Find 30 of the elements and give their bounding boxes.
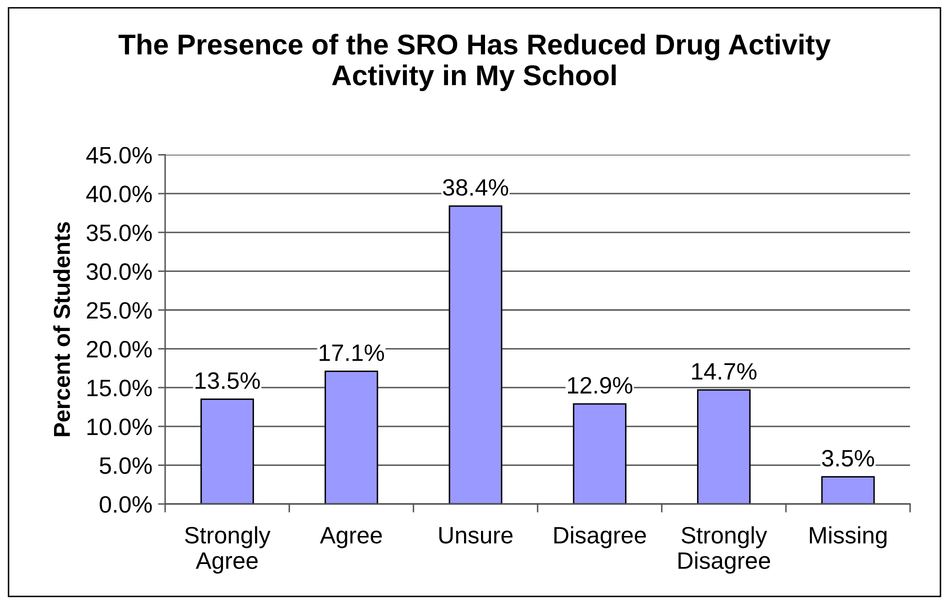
x-tick-label: Missing [810, 526, 887, 548]
y-tick-label: 0.0% [100, 496, 152, 513]
bar [821, 476, 875, 504]
y-tick-label: 25.0% [86, 302, 152, 319]
bar [572, 403, 626, 504]
data-label: 12.9% [568, 376, 632, 394]
data-label: 14.7% [692, 363, 756, 380]
y-tick-label: 45.0% [86, 146, 152, 164]
data-label: 13.5% [196, 372, 260, 390]
y-tick-label: 35.0% [86, 224, 152, 242]
chart-title: The Presence of the SRO Has Reduced Drug Activity Activity in My School [118, 34, 831, 92]
y-tick-label: 20.0% [86, 340, 152, 358]
y-tick-label: 15.0% [87, 380, 152, 396]
x-tick-label: Strongly Disagree [678, 526, 770, 574]
x-tick-label: Unsure [439, 527, 513, 544]
bar [697, 389, 751, 504]
x-tick-label: Agree [320, 527, 382, 548]
data-label: 3.5% [822, 450, 874, 467]
x-tick-label: Disagree [554, 526, 646, 548]
y-tick-label: 40.0% [86, 186, 152, 202]
data-label: 38.4% [442, 179, 508, 196]
y-tick-label: 10.0% [87, 418, 152, 436]
y-tick-label: 30.0% [86, 263, 152, 280]
y-tick-label: 5.0% [100, 457, 152, 474]
data-label: 17.1% [320, 344, 384, 361]
bar [324, 370, 378, 504]
x-tick-label: Strongly Agree [184, 526, 270, 574]
y-axis-title: Percent of Students [53, 222, 70, 436]
bar [448, 205, 502, 504]
bar [200, 398, 254, 504]
